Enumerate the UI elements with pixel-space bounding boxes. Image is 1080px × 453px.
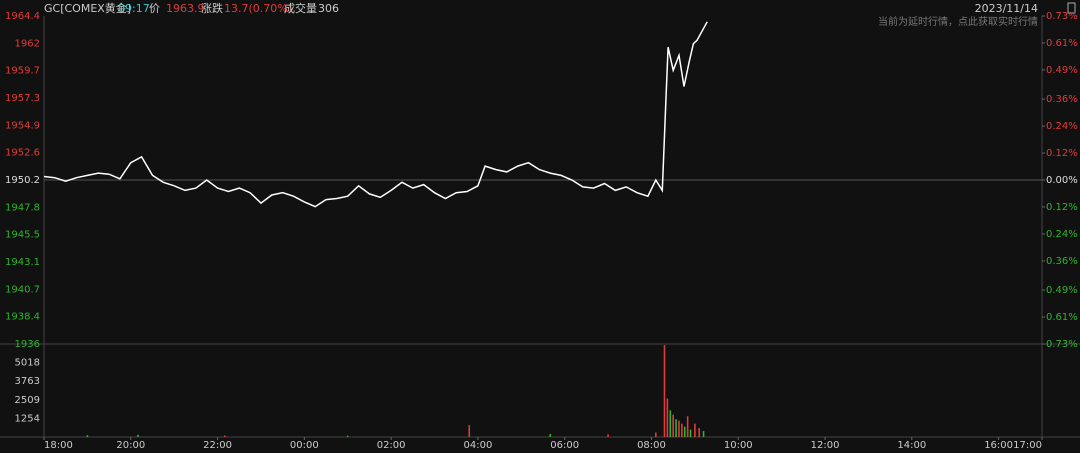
y2-tick-label: 0.00%	[1046, 175, 1078, 186]
x-tick-label: 02:00	[377, 440, 406, 451]
y-tick-label: 2509	[15, 395, 40, 406]
volume-bar	[137, 434, 139, 437]
x-tick-label: 20:00	[116, 440, 145, 451]
y2-tick-label: 0.12%	[1046, 148, 1078, 159]
volume-bar	[694, 423, 696, 437]
y2-tick-label: 0.61%	[1046, 312, 1078, 323]
y2-tick-label: 0.61%	[1046, 38, 1078, 49]
x-tick-label: 17:00	[1013, 440, 1042, 451]
y2-tick-label: 0.36%	[1046, 94, 1078, 105]
y-tick-label: 1938.4	[5, 311, 40, 322]
y-tick-label: 1957.3	[5, 93, 40, 104]
volume-bar	[663, 345, 666, 437]
y-tick-label: 1959.7	[5, 65, 40, 76]
change: 13.7(0.70%)	[224, 2, 292, 15]
y-tick-label: 1954.9	[5, 121, 40, 132]
date: 2023/11/14	[975, 2, 1038, 15]
volume-bar	[678, 420, 680, 437]
x-tick-label: 16:00	[984, 440, 1013, 451]
volume-bar	[549, 434, 552, 437]
y2-tick-label: 0.49%	[1046, 285, 1078, 296]
volume-bar	[698, 428, 701, 437]
volume-bar	[683, 426, 686, 437]
x-tick-label: 22:00	[203, 440, 232, 451]
volume-bar	[669, 410, 672, 437]
volume-bar	[86, 435, 89, 437]
y-tick-label: 1254	[15, 413, 40, 424]
volume-bar	[675, 419, 677, 437]
y-tick-label: 3763	[15, 376, 40, 387]
x-tick-label: 12:00	[811, 440, 840, 451]
x-tick-label: 00:00	[290, 440, 319, 451]
price: 1963.9	[166, 2, 205, 15]
y-tick-label: 1936	[15, 339, 40, 350]
x-tick-label: 18:00	[44, 440, 73, 451]
y2-tick-label: 0.73%	[1046, 11, 1078, 22]
volume-bar	[672, 414, 674, 437]
volume-bar	[666, 398, 669, 437]
volume-bar	[346, 435, 349, 437]
x-tick-label: 08:00	[637, 440, 666, 451]
volume: 306	[318, 2, 339, 15]
volume-bar	[689, 429, 692, 437]
price-label: 价	[149, 2, 160, 15]
time: 09:17	[118, 2, 150, 15]
x-tick-label: 04:00	[463, 440, 492, 451]
symbol: GC[COMEX黄金]	[44, 1, 131, 15]
volume-bar	[607, 434, 609, 437]
y2-tick-label: 0.73%	[1046, 339, 1078, 350]
y-tick-label: 1940.7	[5, 285, 40, 296]
volume-bar	[686, 416, 689, 437]
volume-bar	[655, 432, 657, 437]
y-tick-label: 1952.6	[5, 147, 40, 158]
volume-bar	[702, 431, 705, 437]
price-line	[43, 21, 708, 208]
change-label: 涨跌	[201, 1, 223, 15]
delay-notice[interactable]: 当前为延时行情，点此获取实时行情	[878, 15, 1038, 28]
y2-tick-label: 0.12%	[1046, 202, 1078, 213]
y2-tick-label: 0.24%	[1046, 229, 1078, 240]
y2-tick-label: 0.36%	[1046, 256, 1078, 267]
volume-bar	[223, 435, 226, 437]
x-tick-label: 10:00	[724, 440, 753, 451]
y2-tick-label: 0.49%	[1046, 65, 1078, 76]
y-tick-label: 1962	[15, 39, 40, 50]
y2-tick-label: 0.24%	[1046, 121, 1078, 132]
menu-icon[interactable]	[1067, 2, 1076, 14]
y-tick-label: 1964.4	[5, 11, 40, 22]
volume-bar	[681, 423, 683, 437]
volume-label: 成交量	[284, 1, 317, 15]
y-tick-label: 1950.2	[5, 175, 40, 186]
y-tick-label: 5018	[15, 358, 40, 369]
x-tick-label: 06:00	[550, 440, 579, 451]
volume-bar	[468, 425, 471, 437]
y-tick-label: 1947.8	[5, 203, 40, 214]
y-tick-label: 1945.5	[5, 229, 40, 240]
x-tick-label: 14:00	[897, 440, 926, 451]
y-tick-label: 1943.1	[5, 257, 40, 268]
